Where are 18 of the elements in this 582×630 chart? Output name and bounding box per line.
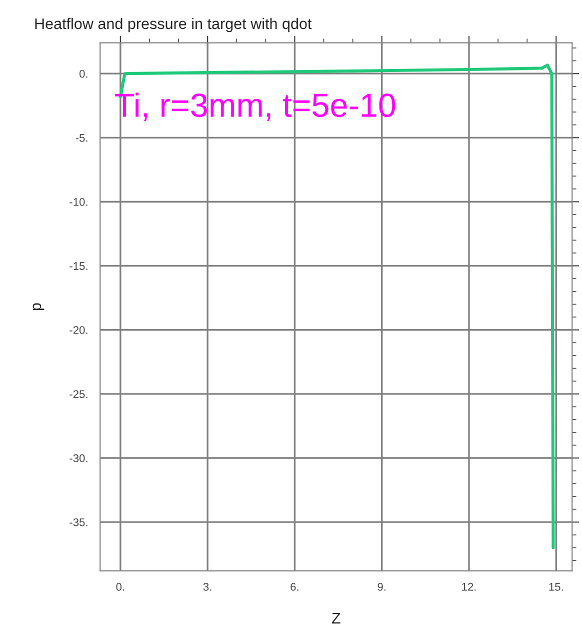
x-axis-title: Z <box>332 612 340 624</box>
x-tick-label: 3. <box>203 582 212 591</box>
y-tick-label: -30. <box>70 454 88 462</box>
x-tick-label: 12. <box>462 582 476 591</box>
x-tick-label: 15. <box>549 582 563 591</box>
y-tick-label: -15. <box>70 262 88 270</box>
annotation: Ti, r=3mm, t=5e-10 <box>115 92 396 122</box>
y-tick-label: -20. <box>70 326 88 334</box>
y-axis-title: p <box>32 303 44 310</box>
chart-title: Heatflow and pressure in target with qdot <box>35 18 312 32</box>
y-tick-label: -5. <box>76 134 88 142</box>
x-tick-label: 0. <box>116 582 124 591</box>
x-tick-label: 6. <box>290 582 298 591</box>
y-tick-label: -10. <box>70 198 88 206</box>
y-tick-label: 0. <box>79 70 88 78</box>
y-tick-label: -25. <box>70 390 88 398</box>
x-tick-label: 9. <box>378 582 386 591</box>
y-tick-label: -35. <box>70 518 88 526</box>
